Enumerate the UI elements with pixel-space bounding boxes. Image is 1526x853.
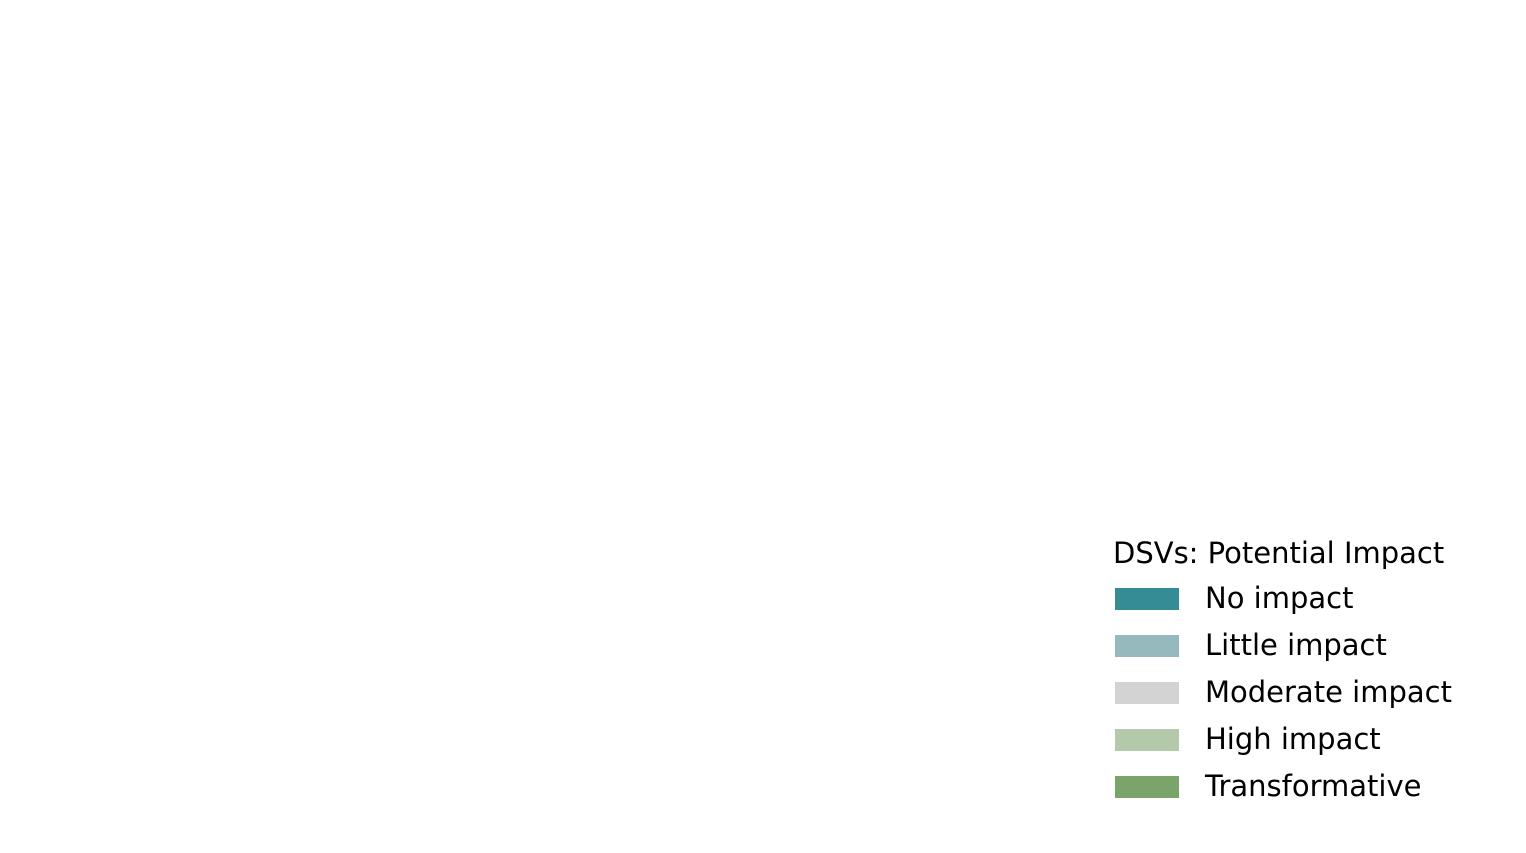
- legend-swatch: [1115, 776, 1179, 798]
- legend-label: Transformative: [1205, 769, 1422, 803]
- legend-swatch: [1115, 682, 1179, 704]
- legend-item-little-impact: Little impact: [1113, 628, 1513, 677]
- legend-swatch: [1115, 635, 1179, 657]
- legend-title: DSVs: Potential Impact: [1113, 536, 1445, 570]
- legend-item-moderate-impact: Moderate impact: [1113, 675, 1513, 724]
- legend-item-transformative: Transformative: [1113, 769, 1513, 818]
- legend-item-no-impact: No impact: [1113, 581, 1513, 630]
- legend: DSVs: Potential Impact No impact Little …: [1113, 535, 1513, 818]
- legend-label: No impact: [1205, 581, 1354, 615]
- legend-label: Little impact: [1205, 628, 1387, 662]
- legend-label: High impact: [1205, 722, 1381, 756]
- legend-label: Moderate impact: [1205, 675, 1452, 709]
- legend-swatch: [1115, 588, 1179, 610]
- legend-item-high-impact: High impact: [1113, 722, 1513, 771]
- legend-swatch: [1115, 729, 1179, 751]
